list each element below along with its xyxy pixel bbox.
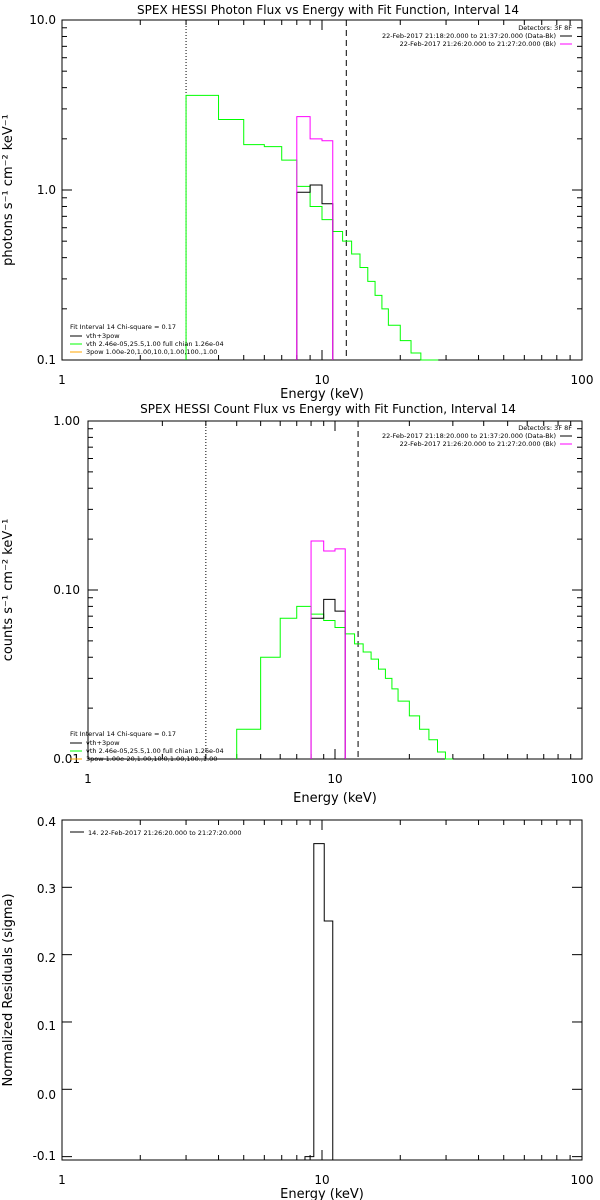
y-tick-label: 1.00 <box>53 414 80 428</box>
x-tick-label: 100 <box>571 1173 594 1187</box>
count-flux-chart: SPEX HESSI Count Flux vs Energy with Fit… <box>1 402 593 806</box>
series-line <box>185 94 439 361</box>
series-line <box>236 605 453 760</box>
legend-entry-label: vth+3pow <box>86 739 120 747</box>
series-line <box>310 540 346 759</box>
y-tick-label: -0.1 <box>33 1149 56 1163</box>
x-tick-label: 100 <box>571 373 594 387</box>
legend-entry-label: 22-Feb-2017 21:26:20.000 to 21:27:20.000… <box>400 40 556 48</box>
legend-title: Fit Interval 14 Chi-square = 0.17 <box>70 323 176 331</box>
y-tick-label: 10.0 <box>29 13 56 27</box>
legend-entry-label: 22-Feb-2017 21:18:20.000 to 21:37:20.000… <box>382 32 556 40</box>
legend-top-right: Detectors: 3F 8F 22-Feb-2017 21:18:20.00… <box>382 424 572 448</box>
legend-bottom-left: Fit Interval 14 Chi-square = 0.17 vth+3p… <box>70 730 224 763</box>
y-axis-label: photons s⁻¹ cm⁻² keV⁻¹ <box>1 114 16 266</box>
y-tick-label: 0.0 <box>37 1088 56 1102</box>
y-tick-label: 0.3 <box>37 882 56 896</box>
legend-top-left: 14. 22-Feb-2017 21:26:20.000 to 21:27:20… <box>70 829 241 837</box>
x-tick-label: 10 <box>314 1173 329 1187</box>
plot-area <box>87 420 583 760</box>
y-tick-label: 0.2 <box>37 951 56 965</box>
x-tick-label: 1 <box>58 1173 66 1187</box>
legend-entry-label: vth 2.46e-05,25.5,1.00 full chian 1.26e-… <box>86 340 224 348</box>
series-line <box>296 116 334 360</box>
y-tick-label: 0.01 <box>53 752 80 766</box>
y-axis-label: counts s⁻¹ cm⁻² keV⁻¹ <box>1 519 16 662</box>
x-tick-label: 10 <box>314 373 329 387</box>
x-axis-label: Energy (keV) <box>293 791 377 806</box>
chart-title: SPEX HESSI Count Flux vs Energy with Fit… <box>140 402 516 416</box>
x-axis-label: Energy (keV) <box>280 1187 364 1200</box>
x-tick-label: 1 <box>84 772 92 786</box>
legend-entry-label: 3pow 1.00e-20,1.00,10.0,1.00,100.,1.00 <box>86 755 217 763</box>
x-tick-label: 1 <box>58 373 66 387</box>
y-tick-label: 0.1 <box>37 1019 56 1033</box>
legend-entry-label: 14. 22-Feb-2017 21:26:20.000 to 21:27:20… <box>88 829 241 837</box>
legend-title: Detectors: 3F 8F <box>518 424 572 432</box>
legend-entry-label: 22-Feb-2017 21:26:20.000 to 21:27:20.000… <box>400 440 556 448</box>
legend-entry-label: 22-Feb-2017 21:18:20.000 to 21:37:20.000… <box>382 432 556 440</box>
plot-frame <box>87 420 583 760</box>
series-line <box>304 843 334 1160</box>
series-line <box>296 184 334 360</box>
plot-area <box>61 19 583 361</box>
plot-frame <box>61 819 583 1161</box>
legend-entry-label: vth 2.46e-05,25.5,1.00 full chian 1.26e-… <box>86 747 224 755</box>
legend-entry-label: 3pow 1.00e-20,1.00,10.0,1.00,100.,1.00 <box>86 348 217 356</box>
chart-title: SPEX HESSI Photon Flux vs Energy with Fi… <box>137 3 519 17</box>
photon-flux-chart: SPEX HESSI Photon Flux vs Energy with Fi… <box>1 3 593 402</box>
series-line <box>310 598 346 759</box>
y-tick-label: 0.1 <box>37 353 56 367</box>
plot-area <box>61 819 583 1160</box>
y-tick-label: 0.4 <box>37 815 56 829</box>
x-tick-label: 100 <box>571 772 594 786</box>
legend-title: Fit Interval 14 Chi-square = 0.17 <box>70 730 176 738</box>
residuals-chart: 1 10 100 -0.1 0.0 0.1 0.2 0.3 0.4 Energy… <box>1 815 593 1200</box>
y-axis-label: Normalized Residuals (sigma) <box>1 893 16 1086</box>
legend-title: Detectors: 3F 8F <box>518 24 572 32</box>
x-tick-label: 10 <box>327 772 342 786</box>
x-axis-label: Energy (keV) <box>280 387 364 402</box>
y-tick-label: 1.0 <box>37 183 56 197</box>
legend-bottom-left: Fit Interval 14 Chi-square = 0.17 vth+3p… <box>70 323 224 356</box>
legend-top-right: Detectors: 3F 8F 22-Feb-2017 21:18:20.00… <box>382 24 572 48</box>
y-tick-label: 0.10 <box>53 583 80 597</box>
legend-entry-label: vth+3pow <box>86 332 120 340</box>
